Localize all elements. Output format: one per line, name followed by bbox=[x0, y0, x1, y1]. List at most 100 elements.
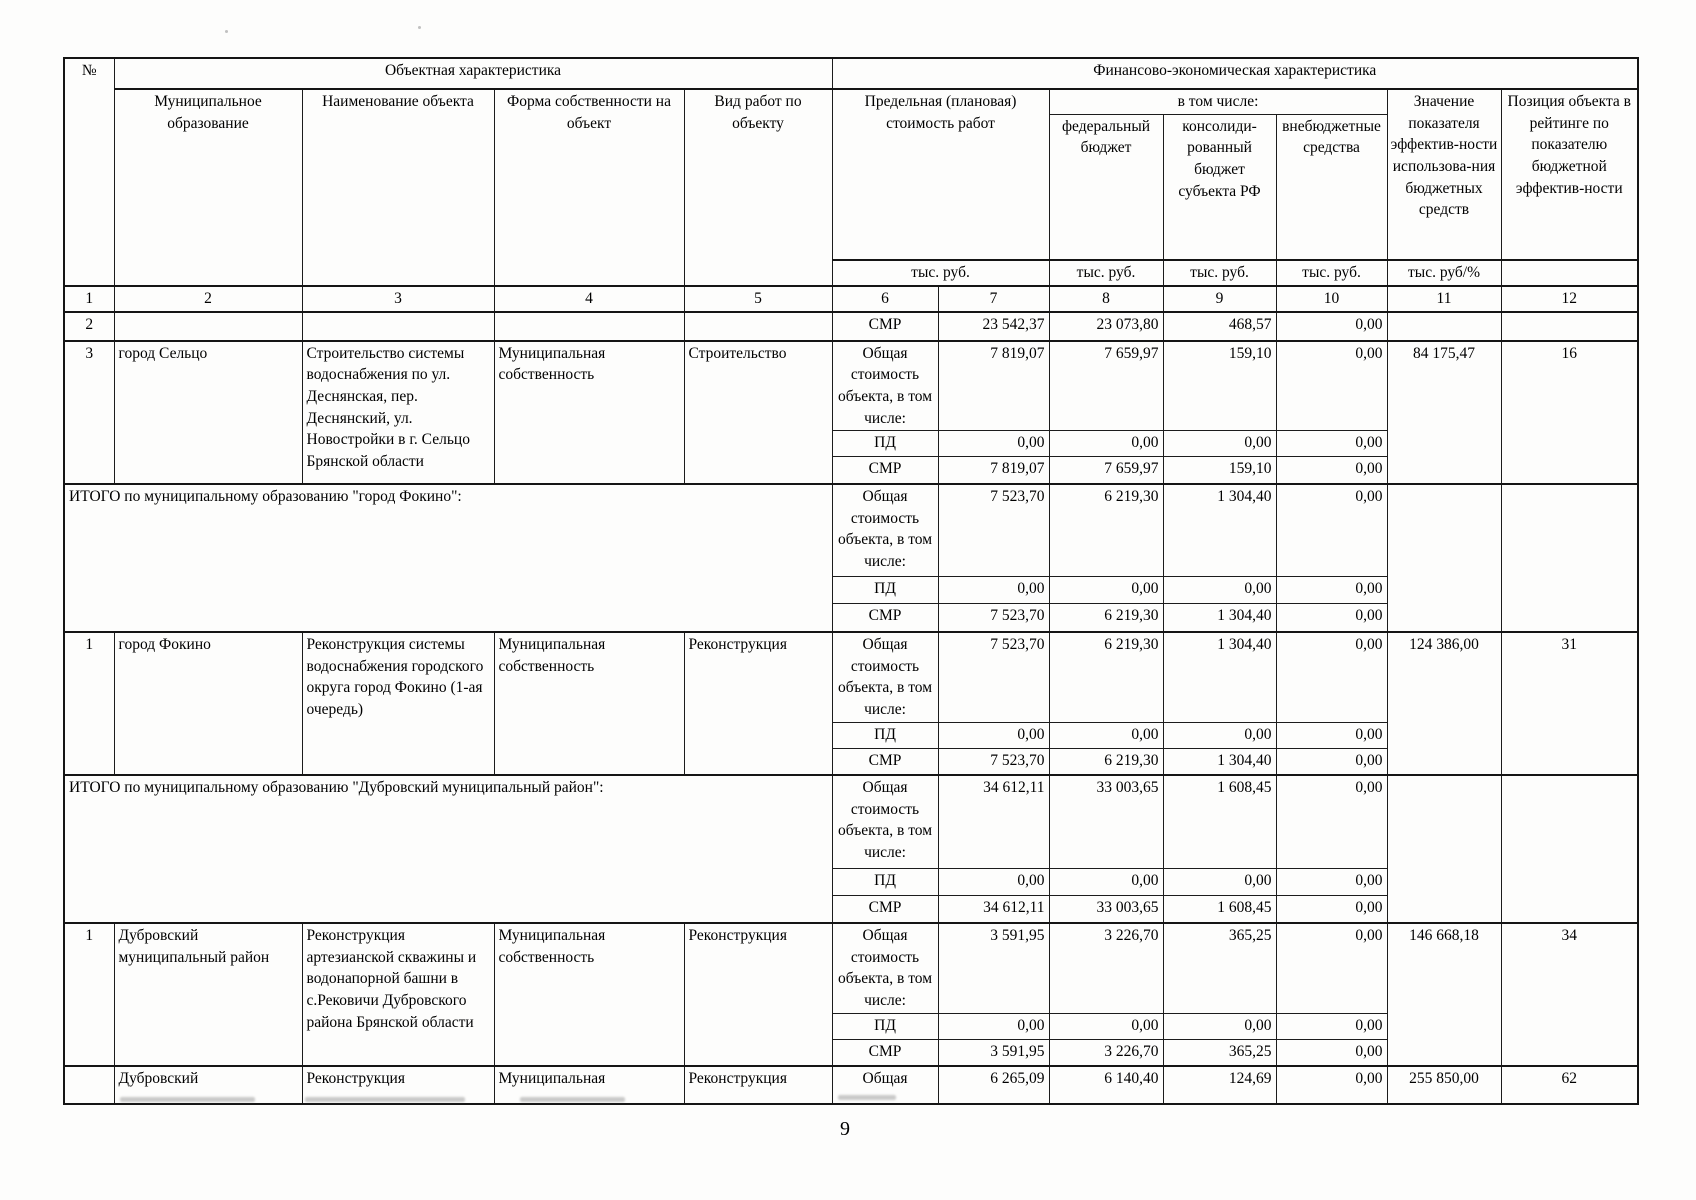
colnum-9: 9 bbox=[1162, 284, 1277, 313]
value-cell: 3 226,70 bbox=[1048, 1038, 1164, 1067]
total-label: ИТОГО по муниципальному образованию "гор… bbox=[63, 482, 833, 633]
header-rating: Позиция объекта в рейтинге по показателю… bbox=[1500, 87, 1639, 261]
work-type-cell: Строительство bbox=[683, 339, 833, 485]
empty-cell bbox=[1386, 310, 1502, 342]
object-name-cell: Строительство системы водоснабжения по у… bbox=[301, 339, 495, 485]
empty-cell bbox=[1386, 774, 1502, 924]
work-type-cell: Реконструкция bbox=[683, 630, 833, 776]
value-cell: 0,00 bbox=[1162, 867, 1277, 896]
value-cell: 6 219,30 bbox=[1048, 482, 1164, 578]
header-including: в том числе: bbox=[1048, 87, 1388, 115]
empty-cell bbox=[683, 310, 833, 342]
cost-row-label: СМР bbox=[831, 1038, 939, 1067]
value-cell: 7 523,70 bbox=[937, 482, 1050, 578]
object-name-cell: Реконструкция системы водоснабжения горо… bbox=[301, 630, 495, 776]
value-cell: 34 612,11 bbox=[937, 894, 1050, 924]
value-cell: 0,00 bbox=[1048, 867, 1164, 896]
value-cell: 0,00 bbox=[1162, 430, 1277, 458]
table-row-total-dubrovsky: ИТОГО по муниципальному образованию "Дуб… bbox=[63, 774, 1639, 924]
object-name-cell: Реконструкция артезианской скважины и во… bbox=[301, 922, 495, 1067]
value-cell: 0,00 bbox=[1275, 339, 1388, 432]
value-cell: 0,00 bbox=[937, 721, 1050, 749]
value-cell: 0,00 bbox=[1275, 922, 1388, 1014]
cost-row-label: СМР bbox=[831, 603, 939, 633]
object-name-cell: Реконструкция bbox=[301, 1065, 495, 1105]
units-efficiency: тыс. руб/% bbox=[1386, 259, 1502, 287]
value-cell: 0,00 bbox=[1275, 630, 1388, 723]
scan-artifact bbox=[838, 1095, 896, 1100]
value-cell: 365,25 bbox=[1162, 922, 1277, 1014]
value-cell: 0,00 bbox=[1048, 430, 1164, 458]
value-cell: 1 608,45 bbox=[1162, 774, 1277, 869]
scan-speck bbox=[418, 26, 421, 29]
cost-row-label: СМР bbox=[831, 310, 939, 342]
ownership-cell: Муниципальная bbox=[493, 1065, 685, 1105]
value-cell: 0,00 bbox=[1048, 576, 1164, 605]
colnum-8: 8 bbox=[1048, 284, 1164, 313]
value-cell: 0,00 bbox=[1275, 1012, 1388, 1040]
value-cell: 0,00 bbox=[937, 430, 1050, 458]
colnum-3: 3 bbox=[301, 284, 495, 313]
table-header-group-row: № Объектная характеристика Финансово-эко… bbox=[63, 57, 1639, 287]
cost-row-label: Общая стоимость объекта, в том числе: bbox=[831, 630, 939, 723]
cost-row-label: СМР bbox=[831, 747, 939, 776]
scan-artifact bbox=[120, 1097, 255, 1102]
header-extrabudgetary: внебюджетные средства bbox=[1275, 113, 1388, 261]
value-cell: 0,00 bbox=[937, 576, 1050, 605]
table-row-dubrovsky: 1 Дубровский муниципальный район Реконст… bbox=[63, 922, 1639, 1067]
row-number: 2 bbox=[63, 310, 115, 342]
efficiency-cell: 146 668,18 bbox=[1386, 922, 1502, 1067]
table-row-fokino: 1 город Фокино Реконструкция системы вод… bbox=[63, 630, 1639, 776]
scan-artifact bbox=[520, 1097, 625, 1102]
value-cell: 0,00 bbox=[1275, 1038, 1388, 1067]
value-cell: 0,00 bbox=[1275, 1065, 1388, 1105]
empty-cell bbox=[301, 310, 495, 342]
table-row-total-fokino: ИТОГО по муниципальному образованию "гор… bbox=[63, 482, 1639, 633]
units-federal: тыс. руб. bbox=[1048, 259, 1164, 287]
smr-subrow: СМР 7 819,07 7 659,97 159,10 0,00 bbox=[64, 456, 1638, 485]
ownership-cell: Муниципальная собственность bbox=[493, 630, 685, 776]
value-cell: 7 523,70 bbox=[937, 603, 1050, 633]
table-row-cut: Дубровский Реконструкция Муниципальная Р… bbox=[63, 1065, 1639, 1105]
units-consolidated: тыс. руб. bbox=[1162, 259, 1277, 287]
row-number: 3 bbox=[63, 339, 115, 485]
cost-row-label: Общая стоимость объекта, в том числе: bbox=[831, 339, 939, 432]
header-cost-limit: Предельная (плановая) стоимость работ bbox=[831, 87, 1050, 261]
value-cell: 6 219,30 bbox=[1048, 747, 1164, 776]
table-row-selco: 3 город Сельцо Строительство системы вод… bbox=[63, 339, 1639, 485]
row-number: 1 bbox=[63, 630, 115, 776]
cost-row-label: ПД bbox=[831, 867, 939, 896]
column-numbers-row: 1 2 3 4 5 6 7 8 9 10 11 12 bbox=[63, 284, 1639, 313]
value-cell: 6 140,40 bbox=[1048, 1065, 1164, 1105]
value-cell: 0,00 bbox=[1275, 576, 1388, 605]
cost-row-label: ПД bbox=[831, 1012, 939, 1040]
scan-artifact bbox=[305, 1097, 465, 1102]
scan-speck bbox=[225, 30, 228, 33]
value-cell: 365,25 bbox=[1162, 1038, 1277, 1067]
header-object-name: Наименование объекта bbox=[301, 88, 495, 287]
header-ownership: Форма собственности на объект bbox=[493, 88, 685, 287]
table-header-main-row: Муниципальное образование Наименование о… bbox=[64, 87, 1639, 287]
colnum-4: 4 bbox=[493, 284, 685, 313]
colnum-11: 11 bbox=[1386, 284, 1502, 313]
value-cell: 0,00 bbox=[1275, 430, 1388, 458]
empty-cell bbox=[1500, 310, 1639, 342]
value-cell: 23 542,37 bbox=[937, 310, 1050, 342]
efficiency-cell: 84 175,47 bbox=[1386, 339, 1502, 485]
units-extrabudgetary: тыс. руб. bbox=[1275, 259, 1388, 287]
value-cell: 0,00 bbox=[1275, 456, 1388, 485]
total-label: ИТОГО по муниципальному образованию "Дуб… bbox=[63, 774, 833, 924]
table-header-sub-row: федеральный бюджет консолиди-рованный бю… bbox=[64, 113, 1638, 261]
header-no: № bbox=[63, 57, 115, 287]
value-cell: 7 523,70 bbox=[937, 747, 1050, 776]
efficiency-cell: 255 850,00 bbox=[1386, 1065, 1502, 1105]
cost-row-label: СМР bbox=[831, 894, 939, 924]
cost-row-label: ПД bbox=[831, 576, 939, 605]
value-cell: 1 304,40 bbox=[1162, 603, 1277, 633]
pd-subrow: ПД 0,00 0,00 0,00 0,00 bbox=[64, 1012, 1638, 1040]
rating-cell: 34 bbox=[1500, 922, 1639, 1067]
projects-table: № Объектная характеристика Финансово-эко… bbox=[63, 57, 1640, 1106]
value-cell: 33 003,65 bbox=[1048, 774, 1164, 869]
smr-subrow: СМР 7 523,70 6 219,30 1 304,40 0,00 bbox=[64, 603, 1638, 633]
cost-row-label: Общая стоимость объекта, в том числе: bbox=[831, 922, 939, 1014]
